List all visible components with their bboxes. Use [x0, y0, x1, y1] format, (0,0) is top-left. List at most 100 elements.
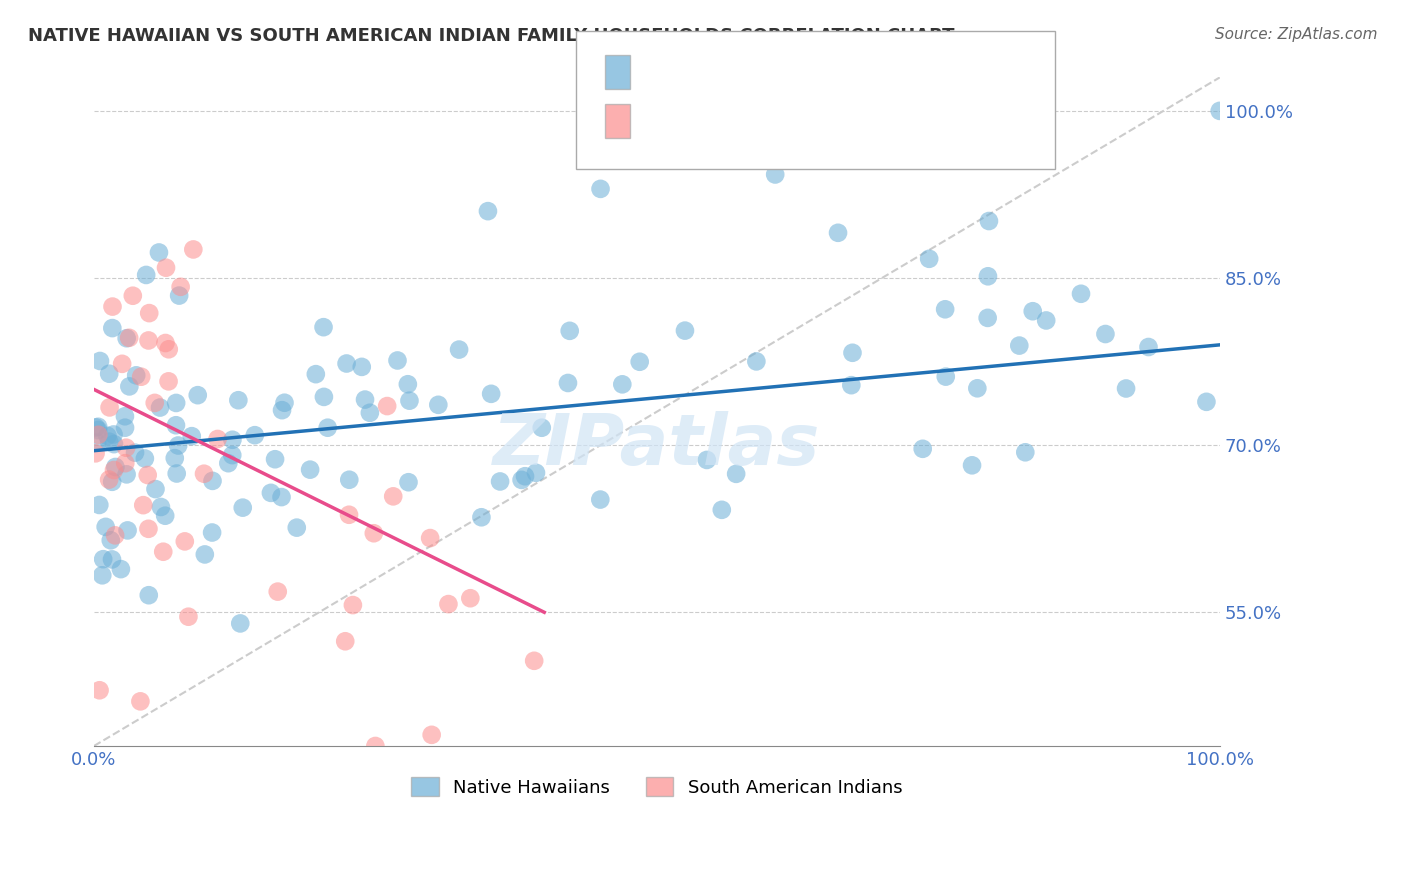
Point — [470, 510, 492, 524]
Point — [827, 226, 849, 240]
Point — [207, 432, 229, 446]
Point — [132, 498, 155, 512]
Point — [167, 438, 190, 452]
Point — [628, 355, 651, 369]
Point — [1209, 103, 1232, 118]
Point — [101, 475, 124, 489]
Point — [1014, 445, 1036, 459]
Point — [129, 369, 152, 384]
Point — [193, 467, 215, 481]
Point — [479, 387, 502, 401]
Point — [149, 500, 172, 514]
Point — [264, 452, 287, 467]
Point — [337, 508, 360, 522]
Point — [350, 359, 373, 374]
Point — [89, 354, 111, 368]
Point — [169, 280, 191, 294]
Point — [710, 503, 733, 517]
Point — [121, 289, 143, 303]
Point — [149, 401, 172, 415]
Point — [1094, 326, 1116, 341]
Point — [312, 390, 335, 404]
Point — [513, 469, 536, 483]
Point — [419, 531, 441, 545]
Point — [153, 508, 176, 523]
Point — [124, 445, 146, 459]
Text: Source: ZipAtlas.com: Source: ZipAtlas.com — [1215, 27, 1378, 42]
Point — [101, 300, 124, 314]
Point — [163, 451, 186, 466]
Point — [114, 456, 136, 470]
Point — [305, 367, 328, 381]
Point — [299, 463, 322, 477]
Point — [87, 423, 110, 437]
Point — [84, 446, 107, 460]
Point — [1137, 340, 1160, 354]
Point — [398, 475, 420, 490]
Point — [449, 343, 471, 357]
Point — [89, 498, 111, 512]
Legend: Native Hawaiians, South American Indians: Native Hawaiians, South American Indians — [405, 770, 910, 804]
Point — [918, 252, 941, 266]
Point — [100, 533, 122, 548]
Point — [138, 306, 160, 320]
Text: ZIPatlas: ZIPatlas — [494, 410, 821, 480]
Point — [98, 473, 121, 487]
Point — [138, 588, 160, 602]
Point — [1008, 338, 1031, 352]
Point — [285, 521, 308, 535]
Point — [104, 528, 127, 542]
Point — [1115, 382, 1137, 396]
Point — [489, 475, 512, 489]
Text: 0.309: 0.309 — [696, 71, 756, 90]
Point — [420, 728, 443, 742]
Point — [155, 260, 177, 275]
Point — [111, 357, 134, 371]
Point — [935, 369, 957, 384]
Point — [89, 683, 111, 698]
Point — [180, 429, 202, 443]
Point — [342, 598, 364, 612]
Point — [138, 334, 160, 348]
Point — [84, 420, 107, 434]
Point — [115, 441, 138, 455]
Point — [217, 456, 239, 470]
Point — [167, 288, 190, 302]
Point — [118, 331, 141, 345]
Point — [177, 609, 200, 624]
Point — [589, 182, 612, 196]
Point — [129, 694, 152, 708]
Point — [115, 467, 138, 482]
Point — [157, 375, 180, 389]
Point — [134, 451, 156, 466]
Point — [524, 466, 547, 480]
Point — [87, 419, 110, 434]
Point — [359, 406, 381, 420]
Point — [91, 552, 114, 566]
Point — [673, 324, 696, 338]
Point — [387, 353, 409, 368]
Point — [155, 336, 177, 351]
Point — [101, 552, 124, 566]
Text: R =  0.309   N = 114: R = 0.309 N = 114 — [626, 71, 830, 90]
Point — [1070, 286, 1092, 301]
Text: R = -0.394   N = 42: R = -0.394 N = 42 — [626, 120, 818, 139]
Point — [157, 343, 180, 357]
Text: NATIVE HAWAIIAN VS SOUTH AMERICAN INDIAN FAMILY HOUSEHOLDS CORRELATION CHART: NATIVE HAWAIIAN VS SOUTH AMERICAN INDIAN… — [28, 27, 955, 45]
Point — [98, 401, 121, 415]
Point — [977, 214, 1000, 228]
Point — [98, 434, 121, 449]
Point — [86, 435, 108, 450]
Point — [364, 739, 387, 753]
Text: -0.394: -0.394 — [696, 120, 765, 139]
Point — [136, 468, 159, 483]
Point — [977, 269, 1000, 284]
Point — [173, 534, 195, 549]
Point — [375, 399, 398, 413]
Point — [312, 320, 335, 334]
Point — [166, 467, 188, 481]
Point — [763, 168, 786, 182]
Point — [243, 428, 266, 442]
Point — [183, 243, 205, 257]
Point — [316, 421, 339, 435]
